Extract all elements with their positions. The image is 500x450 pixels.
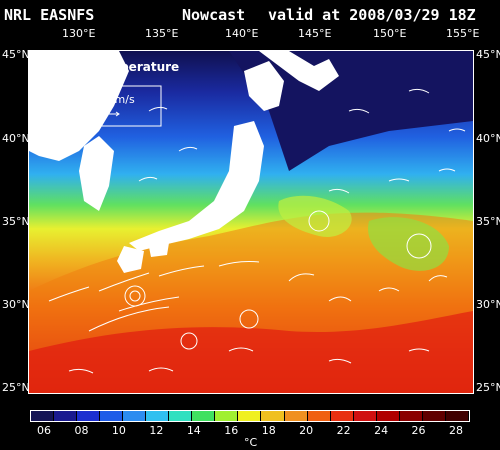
vector-scale-arrowhead <box>115 111 120 117</box>
lat-label-25-right: 25°N <box>476 381 500 394</box>
colorbar-label: 16 <box>224 424 239 437</box>
shikoku <box>149 243 169 257</box>
colorbar-segment <box>169 411 193 421</box>
lat-label-45-right: 45°N <box>476 48 500 61</box>
current-vectors <box>48 88 466 374</box>
colorbar-label: 18 <box>261 424 276 437</box>
lon-label-150: 150°E <box>373 27 407 40</box>
lat-label-40-left: 40°N <box>2 132 30 145</box>
honshu <box>129 121 264 251</box>
colorbar-label: 10 <box>111 424 126 437</box>
colorbar-segment <box>215 411 239 421</box>
lat-label-25-left: 25°N <box>2 381 30 394</box>
cold-water-north <box>229 51 473 171</box>
lon-label-140: 140°E <box>225 27 259 40</box>
colorbar-segment <box>307 411 331 421</box>
lat-label-40-right: 40°N <box>476 132 500 145</box>
lat-label-35-right: 35°N <box>476 215 500 228</box>
temperature-colorbar <box>30 410 470 422</box>
colorbar-label: 22 <box>336 424 351 437</box>
colorbar-segment <box>77 411 101 421</box>
eddy-north <box>278 195 352 237</box>
lon-label-155: 155°E <box>446 27 480 40</box>
lon-label-135: 135°E <box>145 27 179 40</box>
colorbar-segment <box>284 411 308 421</box>
lat-label-45-left: 45°N <box>2 48 30 61</box>
lat-label-30-left: 30°N <box>2 298 30 311</box>
valid-time: valid at 2008/03/29 18Z <box>268 6 476 24</box>
colorbar-segment <box>261 411 285 421</box>
sst-field: Surface Temperature 20 cm/s <box>29 51 473 393</box>
colorbar-label: 08 <box>74 424 89 437</box>
mainland-asia <box>29 51 129 161</box>
lon-label-130: 130°E <box>62 27 96 40</box>
colorbar-segment <box>146 411 170 421</box>
colorbar-label: 26 <box>411 424 426 437</box>
colorbar-label: 20 <box>299 424 314 437</box>
hokkaido <box>244 61 284 111</box>
colorbar-segment <box>422 411 446 421</box>
colorbar-segment <box>54 411 78 421</box>
temperature-unit: °C <box>244 436 258 449</box>
korea-peninsula <box>79 136 114 211</box>
colorbar-segment <box>330 411 354 421</box>
legend-title: Surface Temperature <box>37 60 179 74</box>
colorbar-label: 24 <box>374 424 389 437</box>
forecast-type: Nowcast <box>182 6 246 24</box>
vector-scale-label: 20 cm/s <box>91 93 135 106</box>
lat-label-35-left: 35°N <box>2 215 30 228</box>
colorbar-segment <box>123 411 147 421</box>
colorbar-label: 28 <box>449 424 463 437</box>
vector-scale-box <box>68 85 162 127</box>
lat-label-30-right: 30°N <box>476 298 500 311</box>
colorbar-segment <box>238 411 262 421</box>
colorbar-segment <box>445 411 469 421</box>
lon-label-145: 145°E <box>298 27 332 40</box>
colorbar-label: 06 <box>37 424 51 437</box>
sst-map: Surface Temperature 20 cm/s <box>28 50 474 394</box>
colorbar-label: 12 <box>149 424 164 437</box>
colorbar-segment <box>31 411 55 421</box>
colorbar-segment <box>192 411 216 421</box>
colorbar-segment <box>353 411 377 421</box>
colorbar-segment <box>399 411 423 421</box>
colorbar-segment <box>100 411 124 421</box>
kyushu <box>117 246 144 273</box>
colorbar-label: 14 <box>186 424 201 437</box>
sakhalin-kuril <box>259 51 339 91</box>
eddy-east <box>368 217 449 271</box>
warm-south-region <box>29 311 473 393</box>
colorbar-segment <box>376 411 400 421</box>
model-name: NRL EASNFS <box>4 6 95 24</box>
